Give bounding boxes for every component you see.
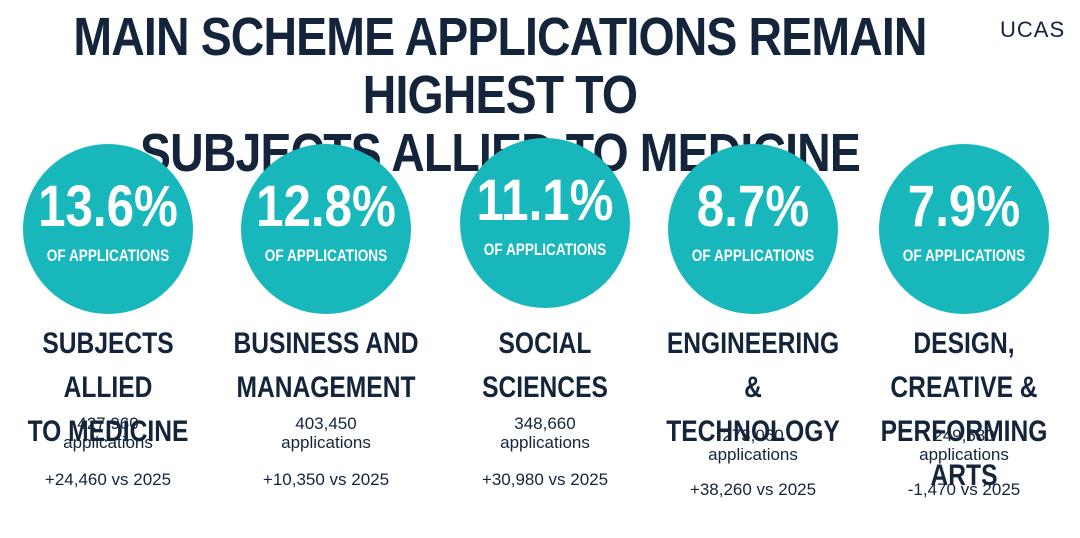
percentage-label: OF APPLICATIONS: [264, 246, 388, 265]
count-label: applications: [281, 433, 371, 452]
subject-card-5: 7.9% OF APPLICATIONS DESIGN, CREATIVE & …: [856, 144, 1072, 524]
subject-name-line-1: SOCIAL: [498, 327, 592, 360]
application-count: 403,450 applications: [218, 414, 434, 452]
application-count: 348,660 applications: [437, 414, 653, 452]
percentage-label: OF APPLICATIONS: [483, 240, 607, 259]
subject-card-4: 8.7% OF APPLICATIONS ENGINEERING & TECHN…: [645, 144, 861, 524]
subject-name: SOCIAL SCIENCES: [448, 322, 642, 410]
subject-name-line-1: BUSINESS AND: [233, 327, 419, 360]
subject-name-line-2: SCIENCES: [482, 371, 608, 404]
subject-name-line-2: PERFORMING ARTS: [880, 415, 1048, 492]
percentage-circle: 12.8% OF APPLICATIONS: [241, 144, 411, 314]
count-label: applications: [63, 433, 153, 452]
application-count: 273,060 applications: [645, 426, 861, 464]
title-line-1: MAIN SCHEME APPLICATIONS REMAIN HIGHEST …: [73, 7, 927, 125]
application-count: 249,580 applications: [856, 426, 1072, 464]
change-vs-2025: +38,260 vs 2025: [689, 480, 817, 499]
subject-name: ENGINEERING & TECHNOLOGY: [656, 322, 850, 454]
subject-card-3: 11.1% OF APPLICATIONS SOCIAL SCIENCES 34…: [437, 138, 653, 524]
count-label: applications: [500, 433, 590, 452]
count-value: 273,060: [722, 426, 784, 445]
change-vs-2025: +30,980 vs 2025: [481, 470, 609, 489]
percentage-value: 7.9%: [907, 174, 1021, 239]
subject-card-1: 13.6% OF APPLICATIONS SUBJECTS ALLIED TO…: [0, 144, 216, 524]
subject-name-line-1: DESIGN, CREATIVE &: [890, 327, 1038, 404]
ucas-logo: UCAS: [1000, 17, 1066, 42]
count-value: 403,450: [295, 414, 357, 433]
subject-name-line-1: SUBJECTS ALLIED: [42, 327, 174, 404]
percentage-value: 8.7%: [696, 174, 810, 239]
subject-name: BUSINESS AND MANAGEMENT: [229, 322, 423, 410]
percentage-circle: 7.9% OF APPLICATIONS: [879, 144, 1049, 314]
subject-name: SUBJECTS ALLIED TO MEDICINE: [11, 322, 205, 454]
percentage-label: OF APPLICATIONS: [691, 246, 815, 265]
percentage-label: OF APPLICATIONS: [902, 246, 1026, 265]
subject-name-line-1: ENGINEERING &: [666, 327, 840, 404]
subject-name-line-2: TECHNOLOGY: [666, 415, 840, 448]
percentage-value: 11.1%: [476, 168, 614, 233]
count-value: 348,660: [514, 414, 576, 433]
count-value: 427,960: [77, 414, 139, 433]
subject-name: DESIGN, CREATIVE & PERFORMING ARTS: [867, 322, 1061, 498]
change-vs-2025: +24,460 vs 2025: [44, 470, 172, 489]
percentage-circle: 11.1% OF APPLICATIONS: [460, 138, 630, 308]
percentage-value: 12.8%: [256, 174, 396, 239]
subject-name-line-2: MANAGEMENT: [236, 371, 416, 404]
count-label: applications: [919, 445, 1009, 464]
percentage-value: 13.6%: [38, 174, 178, 239]
application-count: 427,960 applications: [0, 414, 216, 452]
count-value: 249,580: [933, 426, 995, 445]
count-label: applications: [708, 445, 798, 464]
percentage-circle: 8.7% OF APPLICATIONS: [668, 144, 838, 314]
change-vs-2025: +10,350 vs 2025: [262, 470, 390, 489]
subject-card-2: 12.8% OF APPLICATIONS BUSINESS AND MANAG…: [218, 144, 434, 524]
percentage-circle: 13.6% OF APPLICATIONS: [23, 144, 193, 314]
percentage-label: OF APPLICATIONS: [46, 246, 170, 265]
change-vs-2025: -1,470 vs 2025: [907, 480, 1021, 499]
subject-name-line-2: TO MEDICINE: [27, 415, 189, 448]
